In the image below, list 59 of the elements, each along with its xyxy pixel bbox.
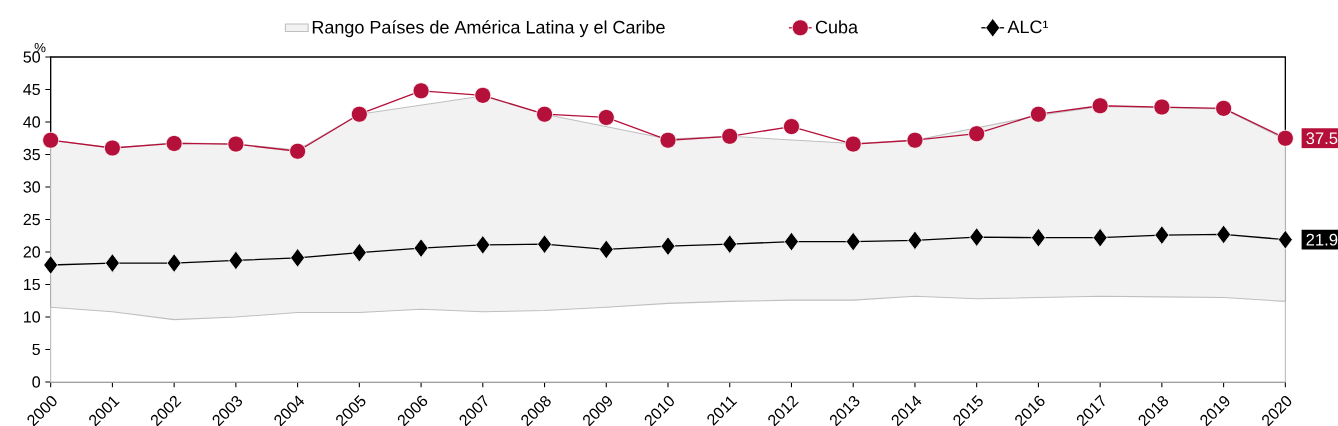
- point: [1276, 129, 1294, 147]
- point: [969, 227, 985, 247]
- point: [598, 239, 614, 260]
- point: [783, 118, 800, 135]
- data-label: 21.9: [1306, 233, 1338, 246]
- point: [474, 86, 492, 104]
- point: [1091, 97, 1109, 115]
- point: [722, 234, 738, 254]
- point: [105, 253, 120, 273]
- point: [536, 105, 553, 123]
- point: [413, 238, 429, 258]
- point: [597, 109, 615, 126]
- point: [412, 82, 430, 100]
- point: [1092, 227, 1108, 248]
- y-axis-title: %: [34, 42, 46, 53]
- point: [104, 139, 121, 157]
- y-tick-label: 45: [23, 83, 40, 96]
- point: [289, 142, 307, 160]
- point: [1030, 105, 1047, 123]
- y-tick-label: 20: [23, 246, 41, 258]
- point: [166, 253, 182, 273]
- y-tick-label: 25: [23, 213, 40, 226]
- point: [1154, 225, 1170, 245]
- y-tick-label: 15: [24, 278, 40, 291]
- point: [1153, 98, 1171, 116]
- point: [1215, 99, 1233, 117]
- y-tick-label: 0: [32, 376, 41, 388]
- point: [844, 135, 862, 153]
- point: [351, 242, 367, 263]
- point: [660, 236, 676, 256]
- y-tick-label: 50: [23, 51, 41, 63]
- point: [1216, 224, 1232, 245]
- point: [42, 131, 60, 149]
- point: [227, 135, 245, 153]
- point: [784, 231, 799, 252]
- point: [537, 234, 552, 254]
- point: [845, 231, 861, 252]
- point: [1277, 229, 1293, 250]
- point: [1031, 227, 1046, 248]
- point: [290, 248, 306, 268]
- legend-label: ALC¹: [1007, 20, 1049, 34]
- legend-label: Cuba: [815, 20, 859, 34]
- y-tick-label: 40: [23, 116, 41, 128]
- point: [906, 131, 924, 149]
- y-tick-label: 30: [23, 181, 41, 193]
- point: [228, 250, 244, 271]
- y-tick-label: 10: [24, 311, 41, 323]
- point: [475, 235, 491, 255]
- legend-label: Rango Países de América Latina y el Caribe: [312, 20, 665, 38]
- point: [43, 255, 59, 275]
- data-label: 37.5: [1306, 132, 1338, 145]
- point: [165, 135, 183, 152]
- point: [968, 125, 986, 143]
- point: [907, 230, 923, 251]
- y-tick-label: 5: [32, 343, 40, 356]
- y-tick-label: 35: [23, 148, 40, 161]
- point: [350, 105, 368, 123]
- point: [721, 127, 739, 145]
- point: [659, 131, 677, 149]
